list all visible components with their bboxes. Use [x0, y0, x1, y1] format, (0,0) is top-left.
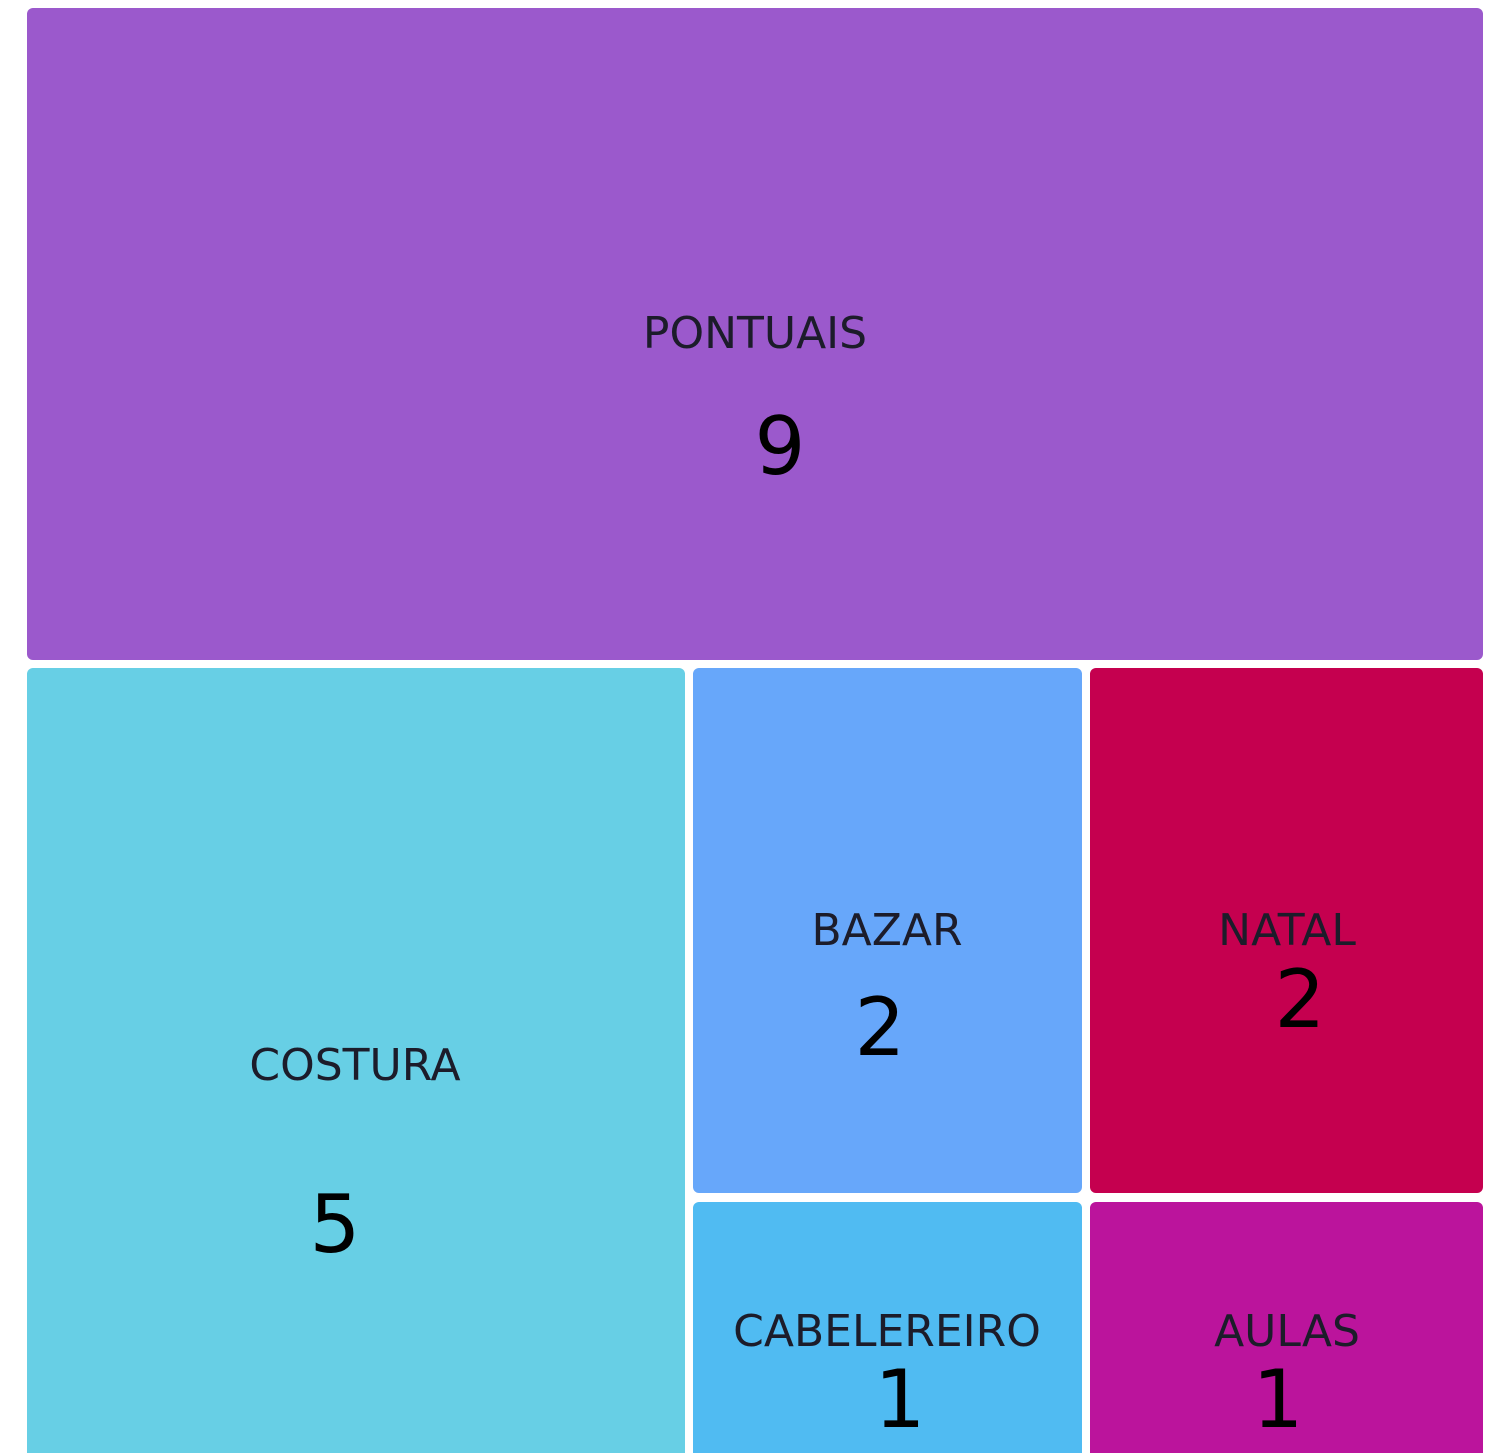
treemap-tile — [1090, 1202, 1483, 1453]
tile-label: AULAS — [1214, 1306, 1360, 1357]
tile-label: NATAL — [1218, 905, 1356, 956]
tile-value: 1 — [875, 1353, 926, 1446]
tile-label: BAZAR — [811, 905, 962, 956]
treemap-tile — [27, 668, 685, 1453]
tile-value: 9 — [755, 400, 806, 493]
tile-value: 2 — [1275, 953, 1326, 1046]
tile-label: CABELEREIRO — [733, 1306, 1041, 1357]
treemap-tile — [27, 8, 1483, 660]
tile-value: 1 — [1253, 1353, 1304, 1446]
tile-label: COSTURA — [249, 1040, 460, 1091]
tile-label: PONTUAIS — [643, 308, 867, 359]
treemap-tile — [1090, 668, 1483, 1193]
treemap-tile — [693, 668, 1082, 1193]
tile-value: 5 — [310, 1178, 361, 1271]
tile-value: 2 — [855, 981, 906, 1074]
treemap-tile — [693, 1202, 1082, 1453]
